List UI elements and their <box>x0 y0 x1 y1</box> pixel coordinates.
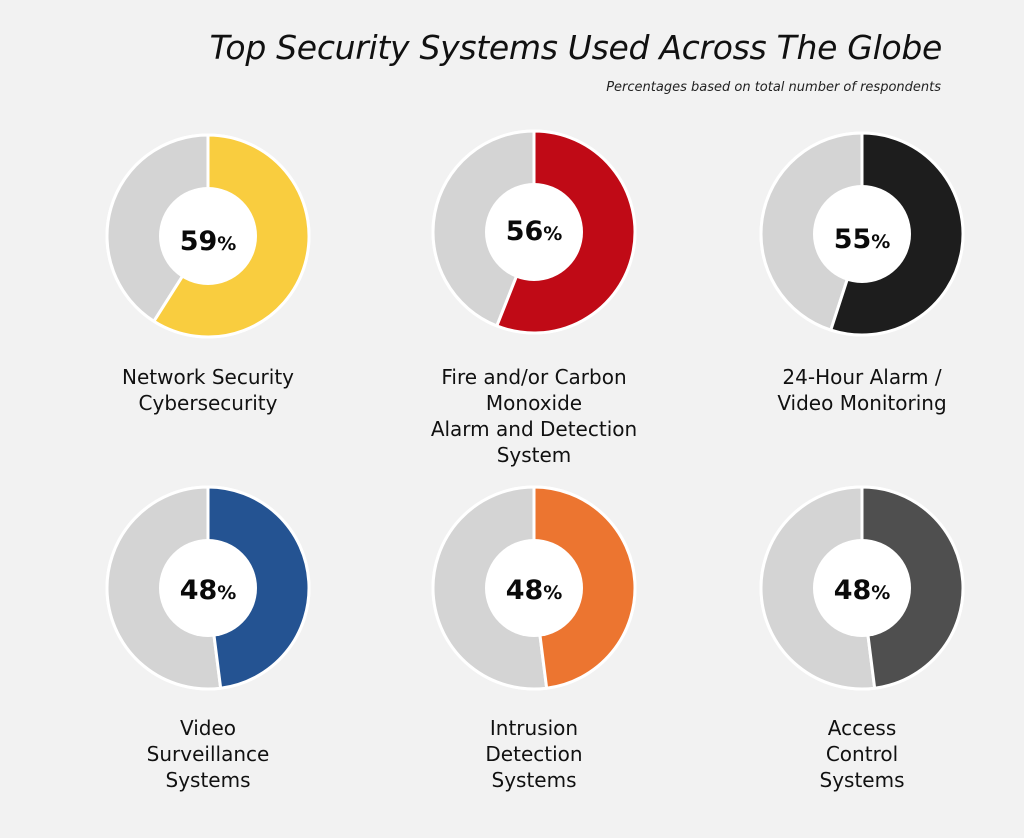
category-label-line: Systems <box>165 768 251 792</box>
percent-value: 55 <box>833 224 872 255</box>
percent-label: 55% <box>732 224 992 255</box>
donut-chart-fire-co-alarm <box>430 128 638 336</box>
donut-outline <box>105 485 311 691</box>
percent-label: 56% <box>404 216 664 247</box>
category-label-line: Detection <box>485 742 583 766</box>
category-label-line: Surveillance <box>146 742 270 766</box>
donut-cell: 48% Video Surveillance Systems <box>78 484 338 824</box>
percent-symbol: % <box>543 223 563 245</box>
donut-chart-intrusion-detection <box>430 484 638 692</box>
percent-label: 59% <box>78 226 338 257</box>
category-label: Intrusion Detection Systems <box>404 715 664 793</box>
percent-value: 56 <box>505 216 544 247</box>
donut-cell: 48% Intrusion Detection Systems <box>404 484 664 824</box>
donut-outline <box>431 129 637 335</box>
donut-hole <box>485 183 583 281</box>
category-label-line: Alarm and Detection <box>430 417 638 441</box>
percent-symbol: % <box>217 582 237 604</box>
category-label-line: 24-Hour Alarm / <box>782 365 942 389</box>
donut-cell: 59% Network Security Cybersecurity <box>78 132 338 472</box>
donut-outline <box>431 485 637 691</box>
donut-svg <box>431 129 637 335</box>
category-label-line: Video <box>179 716 237 740</box>
donut-outline <box>105 133 311 339</box>
category-label-line: System <box>496 443 572 467</box>
donut-chart-video-surveillance <box>104 484 312 692</box>
percent-label: 48% <box>78 575 338 606</box>
category-label-line: Cybersecurity <box>138 391 278 415</box>
category-label-line: Intrusion <box>489 716 579 740</box>
category-label-line: Systems <box>819 768 905 792</box>
percent-label: 48% <box>404 575 664 606</box>
category-label: Network Security Cybersecurity <box>78 364 338 416</box>
percent-symbol: % <box>217 233 237 255</box>
chart-subtitle: Percentages based on total number of res… <box>606 80 941 95</box>
donut-cell: 55% 24-Hour Alarm / Video Monitoring <box>732 130 992 470</box>
category-label: Access Control Systems <box>732 715 992 793</box>
percent-symbol: % <box>871 231 891 253</box>
donut-chart-24-hour-monitoring <box>758 130 966 338</box>
category-label-line: Control <box>825 742 899 766</box>
donut-outline <box>759 485 965 691</box>
percent-value: 48 <box>505 575 544 606</box>
donut-chart-access-control <box>758 484 966 692</box>
donut-svg <box>431 485 637 691</box>
category-label-line: Video Monitoring <box>777 391 947 415</box>
category-label: 24-Hour Alarm / Video Monitoring <box>732 364 992 416</box>
donut-outline <box>759 131 965 337</box>
donut-hole <box>813 539 911 637</box>
percent-symbol: % <box>543 582 563 604</box>
donut-svg <box>759 131 965 337</box>
category-label-line: Fire and/or Carbon <box>441 365 627 389</box>
donut-cell: 56% Fire and/or Carbon Monoxide Alarm an… <box>404 128 664 468</box>
donut-hole <box>159 187 257 285</box>
percent-label: 48% <box>732 575 992 606</box>
category-label: Video Surveillance Systems <box>78 715 338 793</box>
donut-chart-network-security <box>104 132 312 340</box>
donut-svg <box>759 485 965 691</box>
donut-svg <box>105 485 311 691</box>
category-label-line: Network Security <box>122 365 294 389</box>
donut-hole <box>485 539 583 637</box>
category-label-line: Monoxide <box>485 391 583 415</box>
percent-value: 48 <box>179 575 218 606</box>
percent-value: 59 <box>179 226 218 257</box>
donut-hole <box>813 185 911 283</box>
chart-title: Top Security Systems Used Across The Glo… <box>209 28 943 67</box>
category-label: Fire and/or Carbon Monoxide Alarm and De… <box>404 364 664 468</box>
donut-cell: 48% Access Control Systems <box>732 484 992 824</box>
donut-svg <box>105 133 311 339</box>
donut-hole <box>159 539 257 637</box>
percent-symbol: % <box>871 582 891 604</box>
category-label-line: Access <box>827 716 897 740</box>
percent-value: 48 <box>833 575 872 606</box>
category-label-line: Systems <box>491 768 577 792</box>
